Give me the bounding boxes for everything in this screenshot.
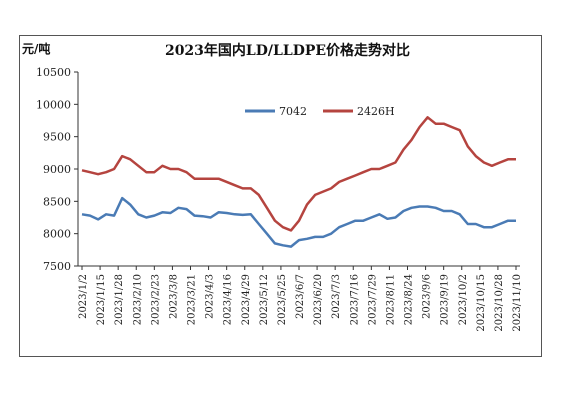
y-tick-label: 9000 bbox=[43, 163, 71, 176]
x-tick-label: 2023/1/2 bbox=[78, 274, 89, 319]
x-tick-label: 2023/4/29 bbox=[241, 274, 252, 325]
chart-title: 2023年国内LD/LLDPE价格走势对比 bbox=[164, 43, 411, 59]
y-tick-label: 7500 bbox=[43, 260, 71, 273]
y-tick-label: 10500 bbox=[36, 66, 71, 79]
x-tick-label: 2023/10/2 bbox=[458, 274, 469, 325]
x-tick-label: 2023/8/11 bbox=[385, 274, 396, 325]
x-tick-label: 2023/6/7 bbox=[295, 274, 306, 319]
legend-label-2426h: 2426H bbox=[357, 105, 395, 118]
x-tick-label: 2023/10/15 bbox=[476, 274, 487, 332]
x-tick-label: 2023/1/15 bbox=[96, 274, 107, 325]
series-line-2426h bbox=[81, 116, 516, 232]
legend-label-7042: 7042 bbox=[279, 105, 307, 118]
x-tick-label: 2023/8/24 bbox=[404, 274, 415, 325]
x-tick-label: 2023/5/12 bbox=[259, 274, 270, 325]
series-line-7042 bbox=[81, 196, 516, 248]
y-tick-label: 10000 bbox=[36, 98, 71, 111]
x-tick-label: 2023/2/10 bbox=[132, 274, 143, 325]
x-tick-label: 2023/11/10 bbox=[512, 274, 523, 332]
y-tick-label: 8000 bbox=[43, 228, 71, 241]
x-tick-label: 2023/2/23 bbox=[150, 274, 161, 325]
x-tick-label: 2023/3/21 bbox=[187, 274, 198, 325]
x-tick-label: 2023/10/28 bbox=[494, 274, 505, 332]
x-tick-label: 2023/4/16 bbox=[223, 274, 234, 325]
x-tick-label: 2023/4/3 bbox=[205, 274, 216, 319]
x-tick-label: 2023/9/19 bbox=[440, 274, 451, 325]
x-tick-label: 2023/7/16 bbox=[349, 274, 360, 325]
x-tick-label: 2023/3/8 bbox=[168, 274, 179, 319]
x-tick-label: 2023/6/20 bbox=[313, 274, 324, 325]
chart-frame bbox=[19, 35, 542, 357]
x-tick-label: 2023/7/3 bbox=[331, 274, 342, 319]
x-tick-label: 2023/5/25 bbox=[277, 274, 288, 325]
x-tick-label: 2023/1/28 bbox=[114, 274, 125, 325]
x-tick-label: 2023/9/6 bbox=[422, 274, 433, 319]
y-tick-label: 9500 bbox=[43, 131, 71, 144]
unit-label: 元/吨 bbox=[22, 42, 51, 56]
x-tick-label: 2023/7/29 bbox=[367, 274, 378, 325]
y-tick-label: 8500 bbox=[43, 195, 71, 208]
